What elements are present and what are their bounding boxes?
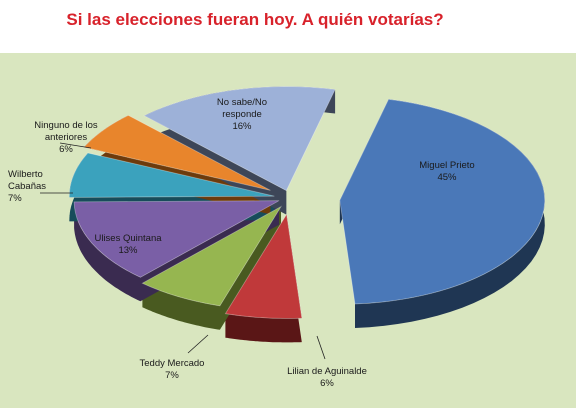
pie-slice-side-teddy-mercado (142, 206, 282, 330)
slice-label-ninguno-de-los-anteriores: Ninguno de los anteriores 6% (34, 120, 98, 155)
pie-slice-ulises-quintana (73, 200, 280, 278)
plot-area: Miguel Prieto 45% Lilian de Aguinalde 6% Ted… (0, 53, 576, 408)
slice-value-miguel-prieto: 45% (437, 172, 457, 183)
pie-slice-no-sabe-no-responde (143, 86, 336, 192)
pie-slice-teddy-mercado (141, 205, 283, 307)
slice-value-wilberto-caba-as: 7% (8, 193, 22, 204)
slice-label-miguel-prieto: Miguel Prieto 45% (419, 160, 474, 183)
slice-label-no-sabe-no-responde: No sabe/No responde 16% (217, 97, 267, 132)
slice-label-ulises-quintana: Ulises Quintana 13% (94, 233, 162, 256)
pie-slice-side-lilian-de-aguinalde (225, 214, 302, 343)
slice-value-lilian-de-aguinalde: 6% (320, 378, 334, 389)
slice-label-wilberto-caba-as: Wilberto Cabañas 7% (8, 169, 46, 204)
slice-value-ninguno-de-los-anteriores: 6% (59, 144, 73, 155)
leader-line-ninguno-de-los-anteriores (59, 142, 92, 149)
pie-slice-side-miguel-prieto (339, 99, 545, 328)
slice-value-ulises-quintana: 13% (118, 245, 138, 256)
slice-value-no-sabe-no-responde: 16% (232, 121, 252, 132)
pie-slice-lilian-de-aguinalde (224, 213, 303, 319)
leader-line-lilian-de-aguinalde (316, 335, 326, 360)
chart-title: Si las elecciones fueran hoy. A quién vo… (66, 10, 444, 29)
pie-slice-side-ulises-quintana (74, 200, 280, 302)
leader-line-teddy-mercado (187, 334, 209, 354)
slice-label-teddy-mercado: Teddy Mercado 7% (140, 358, 205, 381)
pie-chart: Miguel Prieto 45% Lilian de Aguinalde 6% Ted… (8, 86, 546, 389)
pie-slice-wilberto-caba-as (68, 152, 275, 198)
pie-slice-miguel-prieto (339, 98, 546, 305)
slice-label-lilian-de-aguinalde: Lilian de Aguinalde 6% (287, 366, 367, 389)
slice-value-teddy-mercado: 7% (165, 370, 179, 381)
